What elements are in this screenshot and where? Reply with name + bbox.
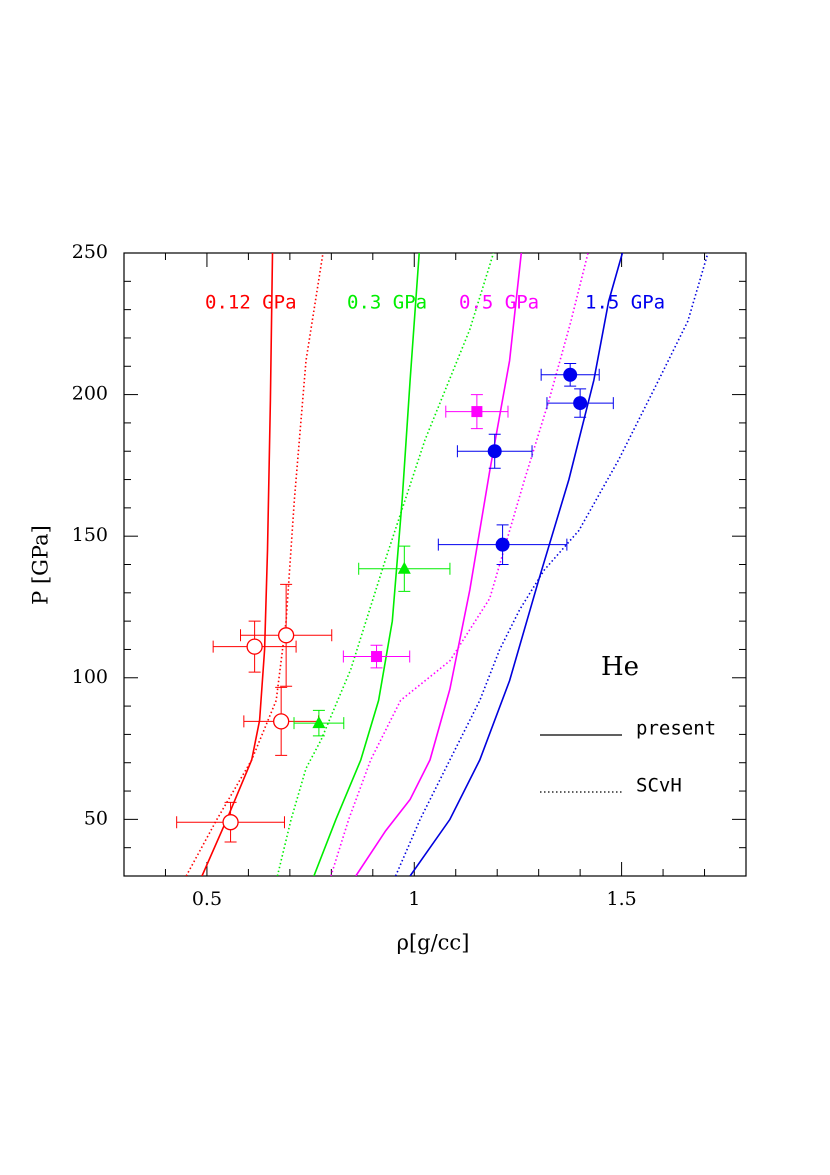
marker: [371, 651, 383, 663]
data-point: [456, 433, 533, 469]
legend-label: present: [636, 718, 716, 740]
curve-label: 0.5 GPa: [459, 292, 539, 314]
curve: [313, 253, 420, 876]
x-tick-label: 1: [408, 888, 420, 910]
marker: [471, 406, 483, 418]
marker: [495, 537, 510, 552]
data-point: [212, 620, 297, 673]
marker: [277, 627, 295, 644]
data-point: [445, 394, 509, 430]
x-axis-label: ρ[g/cc]: [397, 931, 470, 955]
marker: [563, 367, 578, 382]
data-point: [437, 524, 568, 565]
curve: [409, 253, 624, 876]
curve: [355, 253, 523, 876]
marker: [246, 638, 263, 655]
plot-area: [176, 253, 709, 876]
y-tick-label: 50: [84, 807, 108, 829]
marker: [397, 561, 411, 574]
data-point: [546, 388, 614, 418]
marker: [222, 814, 239, 831]
x-tick-label: 1.5: [606, 888, 636, 910]
plot-label: He: [601, 652, 639, 682]
marker: [273, 713, 290, 730]
data-point: [293, 709, 345, 737]
data-point: [342, 644, 411, 669]
data-point: [243, 686, 319, 756]
y-tick-label: 150: [72, 524, 108, 546]
curve-label: 0.3 GPa: [347, 292, 427, 314]
y-tick-label: 250: [72, 241, 108, 263]
data-point: [540, 362, 600, 387]
curve-label: 0.12 GPa: [205, 292, 297, 314]
curve: [276, 253, 495, 876]
x-tick-label: 0.5: [192, 888, 222, 910]
marker: [573, 396, 588, 411]
curve: [201, 253, 274, 876]
legend-label: SCvH: [636, 775, 682, 797]
curve-label: 1.5 GPa: [585, 292, 665, 314]
y-tick-label: 100: [72, 666, 108, 688]
curve: [394, 253, 709, 876]
data-point: [176, 801, 285, 843]
marker: [312, 716, 326, 729]
marker: [487, 444, 502, 459]
data-point: [240, 583, 333, 687]
data-point: [358, 545, 451, 592]
y-axis-label: P [GPa]: [29, 525, 53, 605]
y-tick-label: 200: [72, 383, 108, 405]
